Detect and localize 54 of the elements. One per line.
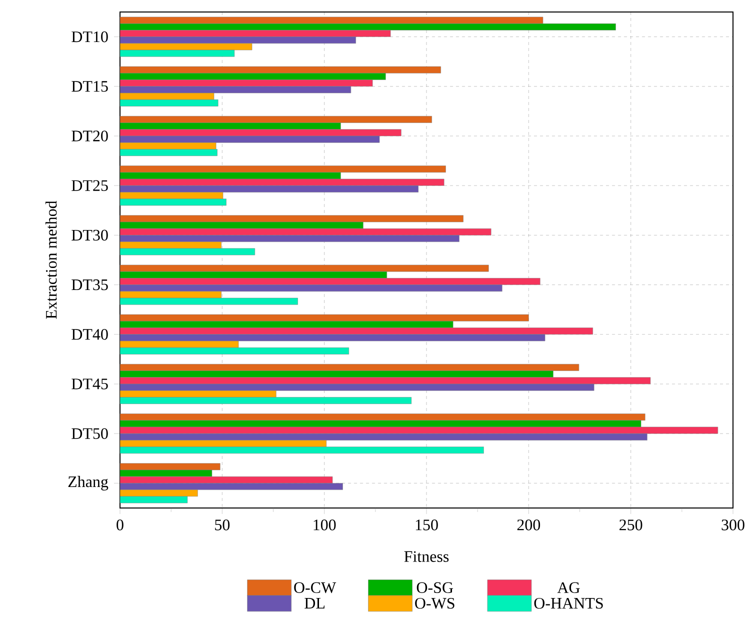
bar <box>120 149 218 156</box>
bar <box>120 426 718 434</box>
y-tick-label: DT20 <box>72 130 108 142</box>
y-axis-title: Extraction method <box>45 200 57 319</box>
y-tick-label: DT40 <box>72 329 108 340</box>
bar <box>120 50 235 57</box>
bar <box>120 328 593 335</box>
bar <box>120 433 648 440</box>
bar <box>120 235 460 242</box>
bar <box>120 248 256 256</box>
legend-label: O-SG <box>416 582 454 594</box>
legend-label: O-CW <box>294 582 336 594</box>
y-tick-label: DT35 <box>72 279 108 290</box>
x-tick-label: 150 <box>416 520 438 530</box>
y-tick-label: DT30 <box>72 230 108 241</box>
bar <box>120 334 546 342</box>
bar <box>120 384 594 391</box>
x-axis-title: Fitness <box>404 551 449 562</box>
bar <box>120 30 391 37</box>
x-tick-label: 100 <box>314 520 336 530</box>
y-tick-label: Zhang <box>68 476 108 490</box>
x-tick-label: 300 <box>722 520 744 530</box>
bar <box>120 80 373 87</box>
bar <box>120 198 226 206</box>
bar <box>120 99 218 106</box>
bar <box>120 377 651 384</box>
y-tick-label: DT50 <box>72 428 108 439</box>
bar <box>120 129 402 136</box>
bar <box>120 347 349 354</box>
bar <box>120 278 540 285</box>
bar <box>120 86 352 94</box>
x-tick-label: 0 <box>116 520 124 530</box>
bar <box>120 284 502 292</box>
bar <box>120 446 484 454</box>
x-tick-label: 250 <box>620 520 642 530</box>
x-tick-label: 50 <box>215 520 230 530</box>
bar <box>120 228 492 236</box>
y-tick-label: DT10 <box>72 31 108 42</box>
bar <box>120 476 333 484</box>
bar <box>120 136 380 143</box>
bar <box>120 36 356 44</box>
bar <box>120 298 298 305</box>
y-tick-label: DT45 <box>72 378 108 390</box>
bar <box>120 483 343 490</box>
bar <box>120 178 444 186</box>
y-tick-label: DT25 <box>72 180 108 191</box>
bar <box>120 185 418 192</box>
legend-label: DL <box>304 598 324 608</box>
legend-label: O-HANTS <box>534 598 603 609</box>
legend-label: AG <box>557 582 580 594</box>
y-tick-label: DT15 <box>72 81 108 92</box>
legend-label: O-WS <box>415 598 454 609</box>
x-tick-label: 200 <box>517 520 540 530</box>
bar <box>120 397 412 404</box>
